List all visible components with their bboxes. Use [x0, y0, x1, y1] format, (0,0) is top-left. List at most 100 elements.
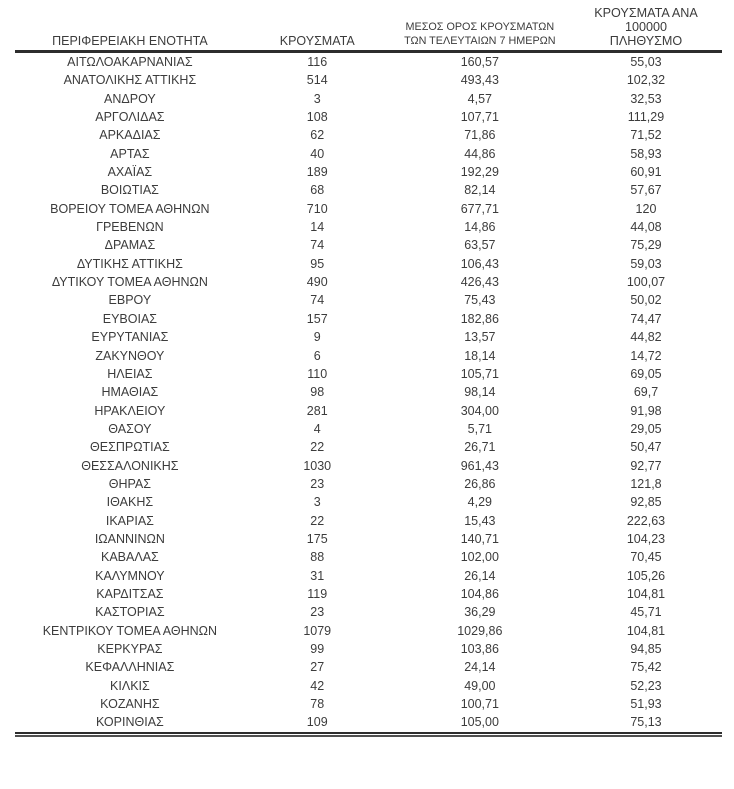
table-header: ΠΕΡΙΦΕΡΕΙΑΚΗ ΕΝΟΤΗΤΑ ΚΡΟΥΣΜΑΤΑ ΜΕΣΟΣ ΟΡΟΣ …: [15, 6, 722, 53]
cases-cell: 116: [307, 55, 328, 69]
table-row: ΚΕΦΑΛΛΗΝΙΑΣ 27 24,14 75,42: [15, 658, 722, 676]
cases-cell: 9: [313, 330, 321, 345]
table-row: ΚΑΡΔΙΤΣΑΣ 119 104,86 104,81: [15, 585, 722, 603]
avg7-cell: 160,57: [460, 55, 499, 69]
cases-cell: 3: [313, 495, 321, 510]
region-cell: ΑΡΚΑΔΙΑΣ: [99, 128, 161, 143]
per100k-cell: 121,8: [630, 476, 662, 491]
cases-cell: 14: [310, 220, 325, 235]
avg7-cell: 102,00: [460, 550, 499, 565]
avg7-cell: 36,29: [464, 605, 496, 620]
avg7-cell: 107,71: [460, 110, 499, 125]
avg7-cell: 15,43: [464, 513, 496, 528]
col-header-line: ΠΛΗΘΥΣΜΟ: [609, 34, 683, 48]
col-header-line: ΤΩΝ ΤΕΛΕΥΤΑΙΩΝ 7 ΗΜΕΡΩΝ: [404, 35, 556, 47]
per100k-cell: 55,03: [630, 55, 662, 69]
table-row: ΔΡΑΜΑΣ 74 63,57 75,29: [15, 236, 722, 254]
region-cell: ΚΑΛΥΜΝΟΥ: [95, 568, 165, 583]
cases-cell: 109: [244, 713, 390, 734]
avg7-cell: 4,29: [467, 495, 492, 510]
table-row: ΚΑΛΥΜΝΟΥ 31 26,14 105,26: [15, 567, 722, 585]
cases-cell: 22: [310, 513, 325, 528]
table-row: ΗΜΑΘΙΑΣ 98 98,14 69,7: [15, 383, 722, 401]
cases-cell: 157: [306, 311, 328, 326]
table-row: ΙΩΑΝΝΙΝΩΝ 175 140,71 104,23: [15, 530, 722, 548]
table-row: ΑΝΔΡΟΥ 3 4,57 32,53: [15, 90, 722, 108]
table-row: ΙΘΑΚΗΣ 3 4,29 92,85: [15, 493, 722, 511]
region-cell: ΗΡΑΚΛΕΙΟΥ: [94, 403, 166, 418]
table-row: ΔΥΤΙΚΗΣ ΑΤΤΙΚΗΣ 95 106,43 59,03: [15, 255, 722, 273]
region-cell: ΔΡΑΜΑΣ: [104, 238, 156, 253]
table-row: ΘΑΣΟΥ 4 5,71 29,05: [15, 420, 722, 438]
cases-cell: 6: [313, 348, 321, 363]
region-cell: ΑΙΤΩΛΟΑΚΑΡΝΑΝΙΑΣ: [67, 55, 193, 69]
per100k-cell: 50,02: [630, 293, 662, 308]
per100k-cell: 120: [635, 201, 657, 216]
per100k-cell: 111,29: [627, 110, 665, 125]
avg7-cell: 63,57: [464, 238, 496, 253]
per100k-cell: 44,82: [630, 330, 662, 345]
table-row: ΚΟΖΑΝΗΣ 78 100,71 51,93: [15, 695, 722, 713]
table-row: ΘΕΣΣΑΛΟΝΙΚΗΣ 1030 961,43 92,77: [15, 457, 722, 475]
region-cell: ΚΑΡΔΙΤΣΑΣ: [96, 586, 164, 601]
table-row: ΑΡΤΑΣ 40 44,86 58,93: [15, 145, 722, 163]
cases-cell: 40: [310, 146, 325, 161]
per100k-cell: 60,91: [630, 165, 662, 180]
region-cell: ΚΕΡΚΥΡΑΣ: [97, 642, 163, 656]
avg7-cell: 18,14: [464, 348, 496, 363]
region-cell: ΚΑΒΑΛΑΣ: [101, 550, 159, 565]
region-cell: ΙΘΑΚΗΣ: [106, 495, 154, 510]
avg7-cell: 100,71: [460, 697, 499, 712]
table-row: ΑΝΑΤΟΛΙΚΗΣ ΑΤΤΙΚΗΣ 514 493,43 102,32: [15, 71, 722, 89]
region-cell: ΚΟΖΑΝΗΣ: [100, 697, 160, 712]
cases-cell: 22: [310, 440, 325, 455]
col-header-line: ΚΡΟΥΣΜΑΤΑ: [279, 34, 355, 48]
per100k-cell: 57,67: [630, 183, 662, 198]
col-header-cases: ΚΡΟΥΣΜΑΤΑ: [244, 6, 390, 53]
cases-cell: 4: [313, 421, 321, 436]
avg7-cell: 493,43: [460, 73, 499, 88]
table-row: ΓΡΕΒΕΝΩΝ 14 14,86 44,08: [15, 218, 722, 236]
cases-cell: 68: [310, 183, 325, 198]
per100k-cell: 94,85: [630, 642, 662, 656]
avg7-cell: 4,57: [467, 91, 492, 106]
avg7-cell: 182,86: [460, 311, 499, 326]
table-row: ΕΒΡΟΥ 74 75,43 50,02: [15, 291, 722, 309]
region-cell: ΚΕΝΤΡΙΚΟΥ ΤΟΜΕΑ ΑΘΗΝΩΝ: [42, 623, 218, 638]
region-cell: ΑΡΤΑΣ: [110, 146, 150, 161]
region-cell: ΕΥΡΥΤΑΝΙΑΣ: [91, 330, 169, 345]
region-cell: ΑΧΑΪΑΣ: [107, 165, 153, 180]
per100k-cell: 45,71: [630, 605, 662, 620]
cases-cell: 23: [310, 476, 325, 491]
table-row: ΚΙΛΚΙΣ 42 49,00 52,23: [15, 677, 722, 695]
table-row: ΔΥΤΙΚΟΥ ΤΟΜΕΑ ΑΘΗΝΩΝ 490 426,43 100,07: [15, 273, 722, 291]
per100k-cell: 75,13: [569, 713, 722, 734]
cases-cell: 281: [306, 403, 328, 418]
per100k-cell: 104,81: [626, 586, 666, 601]
region-cell: ΔΥΤΙΚΟΥ ΤΟΜΕΑ ΑΘΗΝΩΝ: [51, 275, 208, 290]
avg7-cell: 26,14: [464, 568, 496, 583]
avg7-cell: 5,71: [467, 421, 492, 436]
col-header-region: ΠΕΡΙΦΕΡΕΙΑΚΗ ΕΝΟΤΗΤΑ: [15, 6, 245, 53]
per100k-cell: 52,23: [630, 678, 662, 693]
table-row: ΗΛΕΙΑΣ 110 105,71 69,05: [15, 365, 722, 383]
per100k-cell: 14,72: [630, 348, 662, 363]
cases-cell: 78: [310, 697, 325, 712]
region-cell: ΔΥΤΙΚΗΣ ΑΤΤΙΚΗΣ: [76, 256, 183, 271]
region-cell: ΘΑΣΟΥ: [108, 421, 152, 436]
table-row: ΚΑΒΑΛΑΣ 88 102,00 70,45: [15, 548, 722, 566]
table-row: ΑΡΓΟΛΙΔΑΣ 108 107,71 111,29: [15, 108, 722, 126]
cases-cell: 119: [307, 586, 328, 601]
table-row: ΒΟΡΕΙΟΥ ΤΟΜΕΑ ΑΘΗΝΩΝ 710 677,71 120: [15, 200, 722, 218]
cases-cell: 99: [310, 642, 325, 656]
table-row: ΗΡΑΚΛΕΙΟΥ 281 304,00 91,98: [15, 402, 722, 420]
table-row: ΕΥΡΥΤΑΝΙΑΣ 9 13,57 44,82: [15, 328, 722, 346]
per100k-cell: 104,81: [626, 623, 666, 638]
avg7-cell: 13,57: [464, 330, 496, 345]
table-row: ΘΗΡΑΣ 23 26,86 121,8: [15, 475, 722, 493]
table-row: ΘΕΣΠΡΩΤΙΑΣ 22 26,71 50,47: [15, 438, 722, 456]
avg7-cell: 192,29: [460, 165, 499, 180]
col-header-line: ΜΕΣΟΣ ΟΡΟΣ ΚΡΟΥΣΜΑΤΩΝ: [405, 21, 555, 33]
per100k-cell: 75,29: [630, 238, 662, 253]
